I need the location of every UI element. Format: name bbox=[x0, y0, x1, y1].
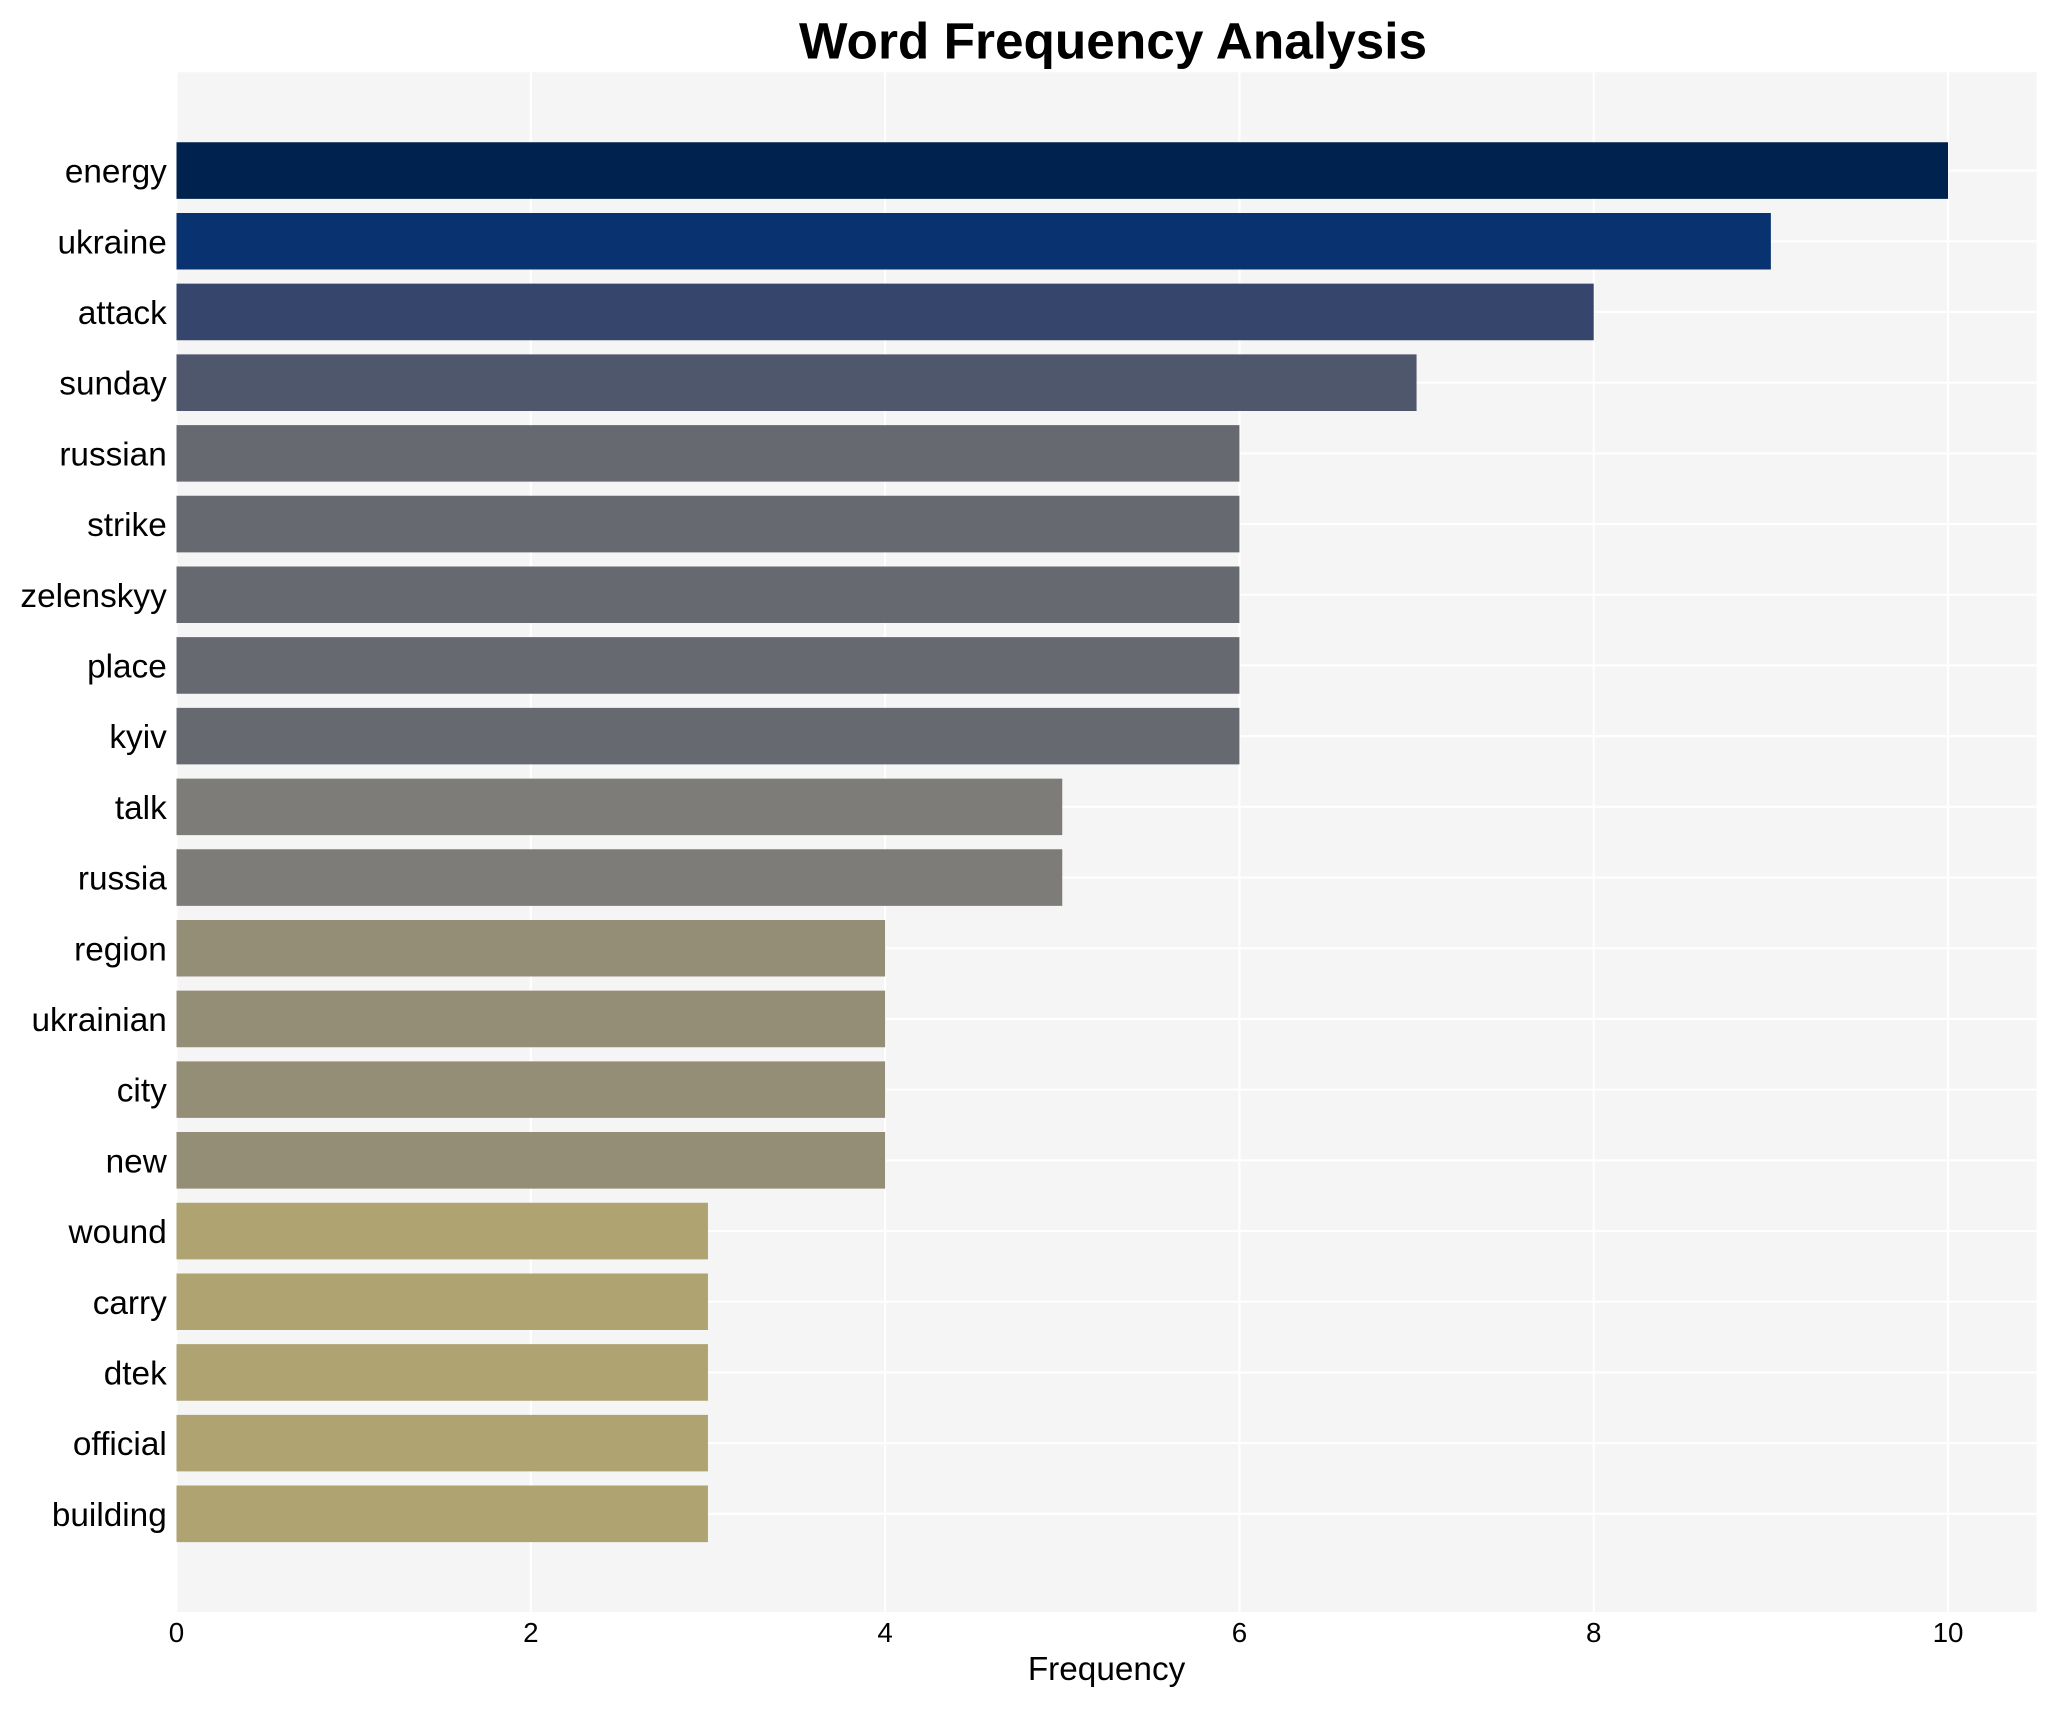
svg-text:place: place bbox=[87, 649, 167, 686]
svg-text:ukrainian: ukrainian bbox=[32, 1002, 167, 1039]
svg-text:russia: russia bbox=[78, 861, 167, 898]
svg-text:Frequency: Frequency bbox=[1028, 1651, 1186, 1688]
svg-text:region: region bbox=[74, 931, 167, 968]
svg-text:russian: russian bbox=[59, 436, 166, 473]
svg-text:attack: attack bbox=[78, 295, 167, 332]
svg-text:kyiv: kyiv bbox=[109, 719, 167, 756]
svg-text:ukraine: ukraine bbox=[57, 224, 166, 261]
svg-text:official: official bbox=[73, 1426, 167, 1463]
svg-text:sunday: sunday bbox=[59, 366, 167, 403]
svg-text:building: building bbox=[52, 1497, 167, 1534]
svg-text:10: 10 bbox=[1933, 1617, 1964, 1648]
svg-text:carry: carry bbox=[93, 1285, 167, 1322]
svg-text:2: 2 bbox=[523, 1617, 538, 1648]
svg-text:wound: wound bbox=[68, 1214, 167, 1251]
svg-text:Word Frequency Analysis: Word Frequency Analysis bbox=[799, 11, 1427, 69]
svg-text:energy: energy bbox=[65, 154, 167, 191]
svg-text:8: 8 bbox=[1586, 1617, 1601, 1648]
svg-text:strike: strike bbox=[87, 507, 167, 544]
svg-text:dtek: dtek bbox=[104, 1356, 167, 1393]
svg-text:0: 0 bbox=[169, 1617, 184, 1648]
svg-text:talk: talk bbox=[115, 790, 167, 827]
svg-text:6: 6 bbox=[1232, 1617, 1247, 1648]
svg-text:city: city bbox=[117, 1073, 167, 1110]
svg-text:new: new bbox=[106, 1143, 168, 1180]
svg-text:zelenskyy: zelenskyy bbox=[20, 578, 167, 615]
svg-text:4: 4 bbox=[877, 1617, 892, 1648]
